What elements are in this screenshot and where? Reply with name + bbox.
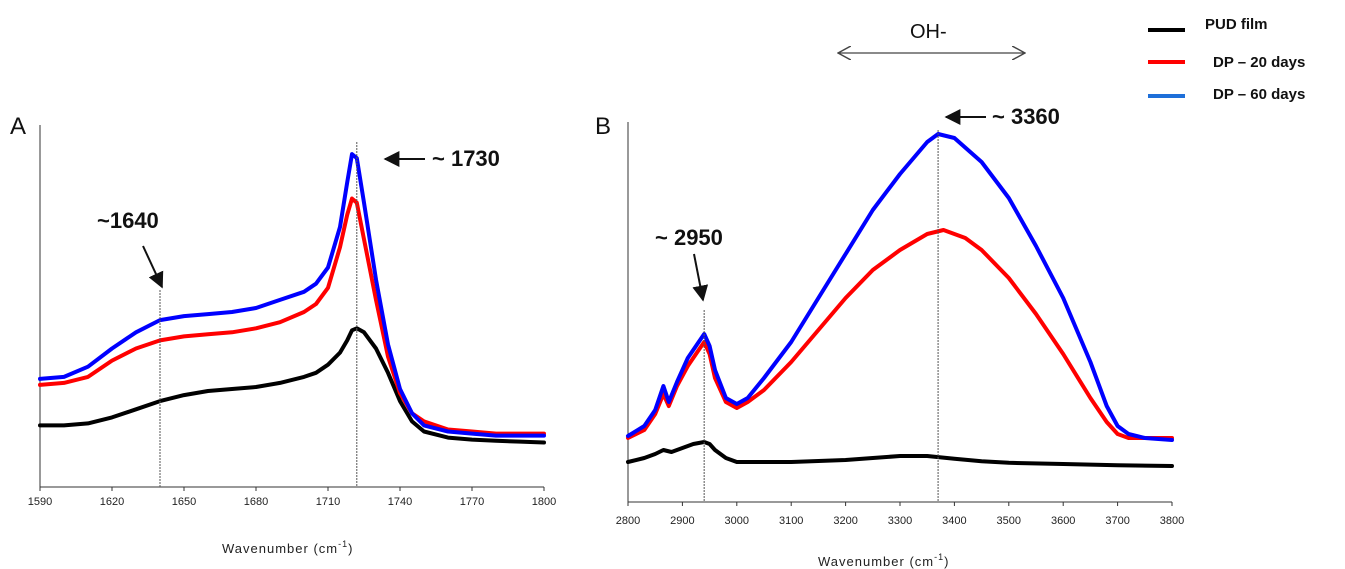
x-tick-label: 3000 bbox=[725, 515, 749, 527]
x-tick-label: 1710 bbox=[316, 496, 340, 508]
legend-label-pud-film: PUD film bbox=[1205, 16, 1268, 33]
x-tick-label: 2800 bbox=[616, 515, 640, 527]
x-tick-label: 1650 bbox=[172, 496, 196, 508]
x-tick-label: 3300 bbox=[888, 515, 912, 527]
panel-b-label: B bbox=[595, 113, 611, 140]
panel-b-x-axis-label: Wavenumber (cm-1) bbox=[818, 552, 949, 569]
annotation-3360: ~ 3360 bbox=[992, 104, 1060, 129]
annotation-2950-arrow bbox=[692, 253, 709, 302]
series-line-dp-60-days bbox=[38, 152, 546, 438]
panel-b-series bbox=[626, 132, 1174, 468]
x-tick-label: 3800 bbox=[1160, 515, 1184, 527]
panel-b-guides bbox=[703, 130, 939, 502]
x-tick-label: 2900 bbox=[670, 515, 694, 527]
panel-a-series bbox=[38, 152, 546, 445]
x-tick-label: 3200 bbox=[833, 515, 857, 527]
x-tick-label: 3500 bbox=[997, 515, 1021, 527]
x-tick-label: 3100 bbox=[779, 515, 803, 527]
series-line-dp-20-days bbox=[626, 228, 1174, 440]
series-line-pud-film bbox=[38, 326, 546, 445]
annotation-1640: ~1640 bbox=[97, 208, 159, 233]
panel-a-x-axis-label: Wavenumber (cm-1) bbox=[222, 539, 353, 556]
x-tick-label: 1590 bbox=[28, 496, 52, 508]
panel-a-guides bbox=[159, 142, 358, 487]
legend-label-dp-20: DP – 20 days bbox=[1213, 54, 1305, 71]
panel-a-label: A bbox=[10, 113, 26, 140]
annotation-2950: ~ 2950 bbox=[655, 225, 723, 250]
annotation-1640-arrow bbox=[142, 245, 164, 289]
panel-a: A 1590 1620 1650 1680 1710 1740 1770 1800 Waven… bbox=[10, 113, 556, 556]
x-tick-label: 3400 bbox=[942, 515, 966, 527]
series-line-pud-film bbox=[626, 440, 1174, 468]
annotation-1730: ~ 1730 bbox=[432, 146, 500, 171]
x-tick-label: 3700 bbox=[1105, 515, 1129, 527]
x-tick-label: 1620 bbox=[100, 496, 124, 508]
oh-label: OH- bbox=[910, 21, 947, 43]
x-tick-label: 1740 bbox=[388, 496, 412, 508]
legend: PUD film DP – 20 days DP – 60 days bbox=[1148, 16, 1305, 103]
panel-a-x-ticks: 1590 1620 1650 1680 1710 1740 1770 1800 bbox=[28, 487, 556, 508]
panel-b: B 2800 2900 3000 3100 3200 3300 3400 3500 3600 37… bbox=[595, 21, 1184, 569]
x-tick-label: 1770 bbox=[460, 496, 484, 508]
x-tick-label: 1800 bbox=[532, 496, 556, 508]
series-line-dp-20-days bbox=[38, 196, 546, 436]
legend-label-dp-60: DP – 60 days bbox=[1213, 86, 1305, 103]
panel-b-x-ticks: 2800 2900 3000 3100 3200 3300 3400 3500 3600 3700… bbox=[616, 502, 1184, 527]
x-tick-label: 1680 bbox=[244, 496, 268, 508]
x-tick-label: 3600 bbox=[1051, 515, 1075, 527]
series-line-dp-60-days bbox=[626, 132, 1174, 442]
